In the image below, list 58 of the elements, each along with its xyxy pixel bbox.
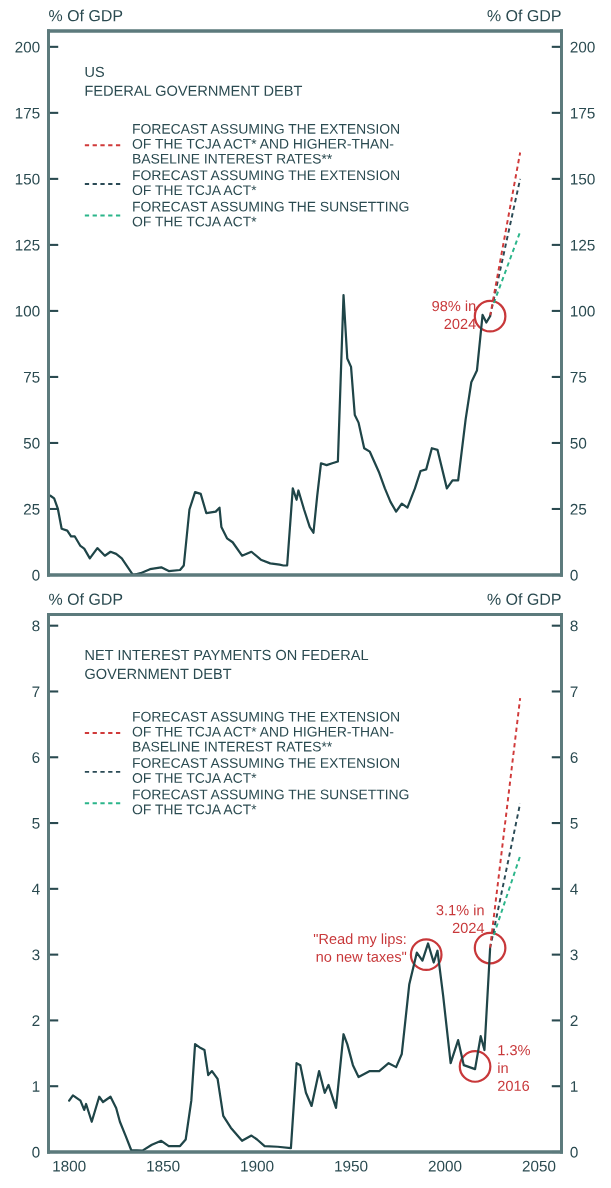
y-tick-label: 4 xyxy=(32,883,40,895)
y-tick-label: 100 xyxy=(15,305,40,317)
x-tick-label: 2000 xyxy=(428,1160,462,1172)
y-tick-label: 200 xyxy=(15,41,40,53)
y-tick-label: 175 xyxy=(15,107,40,119)
y-tick-label: 1 xyxy=(32,1081,40,1092)
y-tick-label: 6 xyxy=(32,752,40,763)
y2-tick-label: 6 xyxy=(570,752,578,763)
y-axis-title: % Of GDP xyxy=(49,593,123,605)
text: NET INTEREST PAYMENTS ON FEDERAL GOVERNMENT DEBT xyxy=(85,649,369,680)
x-tick-label: 1900 xyxy=(241,1160,274,1172)
y2-tick-label: 175 xyxy=(571,107,595,119)
y2-tick-label: 5 xyxy=(570,818,578,829)
y-tick-label: 3 xyxy=(32,949,40,961)
y2-tick-label: 75 xyxy=(570,371,587,383)
y2-tick-label: 3 xyxy=(570,949,578,961)
annotation: "Read my lips: no new taxes" xyxy=(313,933,407,962)
y-tick-label: 7 xyxy=(32,686,40,698)
y-axis-title: % Of GDP xyxy=(49,9,123,22)
y2-tick-label: 0 xyxy=(570,569,578,581)
legend-label: FORECAST ASSUMING THE SUNSETTING OF THE TCJA ACT* xyxy=(132,201,409,227)
legend-label: FORECAST ASSUMING THE EXTENSION OF THE TCJA ACT* xyxy=(132,170,399,196)
legend-label: FORECAST ASSUMING THE EXTENSION OF THE TCJA ACT* AND HIGHER-THAN- BASELINE INTEREST RATES** xyxy=(132,123,399,164)
y2-tick-label: 100 xyxy=(571,305,595,317)
y-tick-label: 50 xyxy=(23,437,40,449)
y-tick-label: 5 xyxy=(32,818,40,829)
y2-axis-title: % Of GDP xyxy=(487,593,561,605)
y-tick-label: 150 xyxy=(15,173,40,185)
y-tick-label: 75 xyxy=(23,371,40,383)
y2-tick-label: 0 xyxy=(570,1146,578,1158)
y-tick-label: 2 xyxy=(32,1015,40,1026)
annotation: 3.1% in 2024 xyxy=(436,904,485,934)
x-tick-label: 2050 xyxy=(522,1160,556,1172)
x-tick-label: 1850 xyxy=(147,1160,180,1172)
annotation: 1.3% in 2016 xyxy=(498,1045,530,1091)
y2-tick-label: 8 xyxy=(570,620,578,632)
y2-tick-label: 200 xyxy=(570,41,595,53)
legend-label: FORECAST ASSUMING THE EXTENSION OF THE TCJA ACT* AND HIGHER-THAN- BASELINE INTEREST RATES** xyxy=(132,711,399,752)
y2-tick-label: 150 xyxy=(571,173,595,185)
legend-label: FORECAST ASSUMING THE SUNSETTING OF THE TCJA ACT* xyxy=(132,789,409,815)
y2-tick-label: 7 xyxy=(570,686,578,698)
y-tick-label: 25 xyxy=(23,503,40,515)
y-tick-label: 125 xyxy=(15,239,40,251)
y2-tick-label: 125 xyxy=(571,239,595,251)
y-tick-label: 0 xyxy=(32,1146,40,1158)
y2-tick-label: 25 xyxy=(570,503,587,515)
y-tick-label: 0 xyxy=(32,569,40,581)
y2-tick-label: 2 xyxy=(570,1015,578,1026)
annotation: 98% in 2024 xyxy=(432,300,476,330)
y-tick-label: 8 xyxy=(32,620,40,632)
y2-tick-label: 50 xyxy=(570,437,587,449)
text: US FEDERAL GOVERNMENT DEBT xyxy=(85,66,303,96)
legend-label: FORECAST ASSUMING THE EXTENSION OF THE TCJA ACT* xyxy=(132,758,399,783)
y2-axis-title: % Of GDP xyxy=(487,9,561,22)
y2-tick-label: 1 xyxy=(571,1081,578,1092)
x-tick-label: 1950 xyxy=(335,1160,368,1172)
y2-tick-label: 4 xyxy=(570,883,578,895)
x-tick-label: 1800 xyxy=(53,1160,86,1172)
